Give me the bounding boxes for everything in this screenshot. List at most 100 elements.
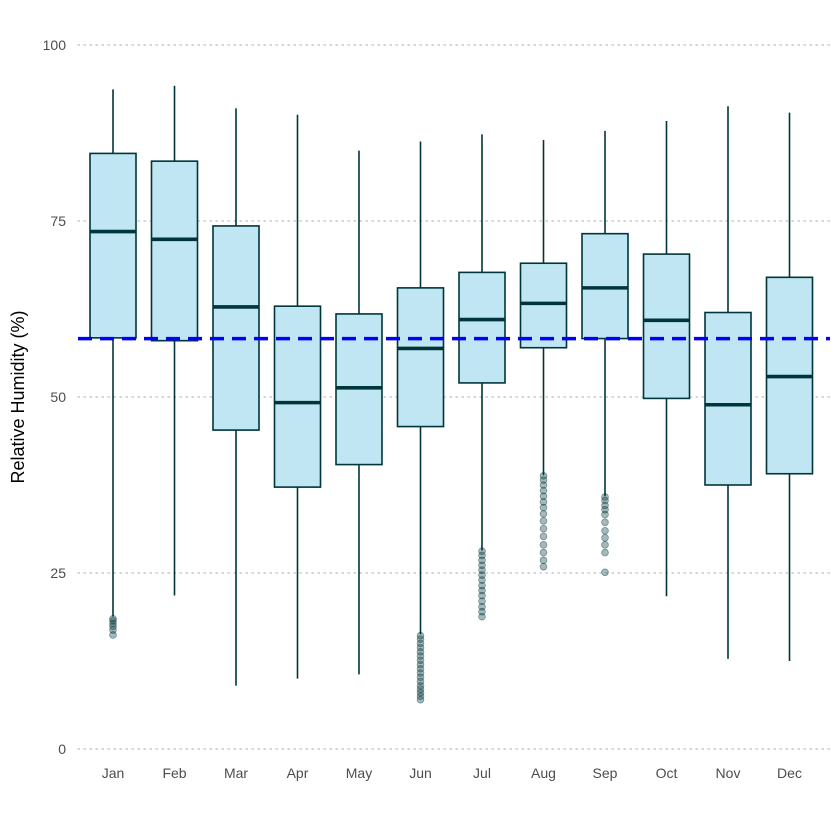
outlier-jun-14 [416,639,425,648]
outlier-jul-13 [478,547,486,555]
x-tick-label-mar: Mar [224,765,248,781]
outlier-aug-5 [539,524,548,533]
y-tick-label-100: 100 [43,37,67,53]
y-tick-label-50: 50 [50,389,66,405]
outlier-sep-6 [601,510,609,519]
outlier-sep-1 [601,548,609,557]
outlier-sep-3 [601,533,609,542]
outlier-jul-7 [478,576,486,584]
outlier-jun-0 [416,695,425,704]
outlier-aug-7 [539,510,548,518]
outlier-jul-4 [478,591,486,600]
outlier-jul-10 [478,561,486,570]
x-axis-ticks: Jan Feb Mar Apr May Jun Jul Aug Sep Oct Nov Dec [102,765,802,781]
y-axis-ticks: 0 25 50 75 100 [43,37,67,757]
box-body-apr [273,305,322,488]
outlier-jun-5 [416,677,425,686]
y-tick-label-0: 0 [58,741,66,757]
outlier-aug-8 [539,503,548,512]
outlier-aug-6 [539,517,548,525]
x-tick-label-oct: Oct [656,765,678,781]
outlier-jun-1 [416,692,425,700]
box-body-jun [396,287,445,428]
box-jul [458,134,506,621]
box-nov [704,106,752,659]
outlier-aug-2 [539,548,548,557]
outlier-jan-0 [109,631,117,639]
outlier-sep-4 [601,526,609,535]
outlier-jul-1 [478,607,486,616]
x-tick-label-aug: Aug [531,765,556,781]
outlier-jun-3 [416,685,425,693]
outlier-jun-13 [416,643,425,652]
x-tick-label-sep: Sep [593,765,618,781]
outlier-jul-12 [478,551,486,560]
box-may [335,150,383,675]
outlier-jul-5 [478,586,486,595]
outlier-jul-0 [478,612,486,621]
outlier-jun-2 [416,688,425,697]
outlier-sep-7 [601,505,609,514]
box-sep [581,130,629,577]
outlier-aug-13 [539,476,548,484]
outlier-sep-2 [601,541,609,549]
outlier-aug-1 [539,556,548,565]
x-tick-label-may: May [346,765,372,781]
y-axis-title: Relative Humidity (%) [8,310,28,483]
box-dec [765,112,814,661]
outlier-jun-11 [416,652,425,660]
outlier-jun-10 [416,656,425,665]
x-tick-label-jul: Jul [473,765,491,781]
x-tick-label-jan: Jan [102,765,125,781]
outlier-jan-1 [109,626,117,634]
x-tick-label-dec: Dec [777,765,802,781]
x-tick-label-feb: Feb [162,765,186,781]
x-tick-label-nov: Nov [716,765,741,781]
box-feb [150,85,199,596]
outlier-aug-3 [539,541,548,549]
outlier-sep-0 [601,568,609,577]
y-tick-label-75: 75 [50,213,66,229]
box-apr [273,114,322,679]
outlier-jan-2 [109,622,117,631]
box-body-nov [704,311,752,486]
outlier-jun-8 [416,664,425,673]
outlier-jul-9 [478,566,486,574]
box-body-oct [642,253,691,400]
y-tick-label-25: 25 [50,565,66,581]
box-jun [396,141,445,704]
box-oct [642,121,691,597]
outlier-jul-6 [478,581,486,590]
outlier-jan-5 [109,614,117,623]
outlier-jul-11 [478,556,486,565]
outlier-jan-3 [109,619,117,628]
box-body-feb [150,160,199,342]
x-tick-label-jun: Jun [409,765,432,781]
outlier-jan-4 [109,617,117,625]
outlier-jul-3 [478,597,486,605]
outlier-jun-4 [416,681,425,690]
outlier-jun-15 [416,635,425,643]
boxes [89,85,814,704]
outlier-jun-9 [416,660,425,669]
box-mar [212,108,260,686]
outlier-aug-10 [539,492,548,501]
box-body-aug [519,262,568,349]
box-body-mar [212,225,260,431]
box-body-jan [89,152,137,339]
box-jan [89,89,137,639]
outlier-aug-14 [539,472,548,480]
outlier-aug-0 [539,562,548,571]
outlier-jun-12 [416,648,425,656]
x-tick-label-apr: Apr [287,765,309,781]
outlier-sep-5 [601,518,609,527]
outlier-jul-2 [478,602,486,611]
outlier-aug-9 [539,498,548,506]
outlier-sep-10 [601,493,609,501]
box-aug [519,140,568,571]
outlier-jul-8 [478,571,486,579]
outlier-sep-8 [601,501,609,510]
outlier-jun-6 [416,673,425,681]
outlier-aug-4 [539,532,548,541]
